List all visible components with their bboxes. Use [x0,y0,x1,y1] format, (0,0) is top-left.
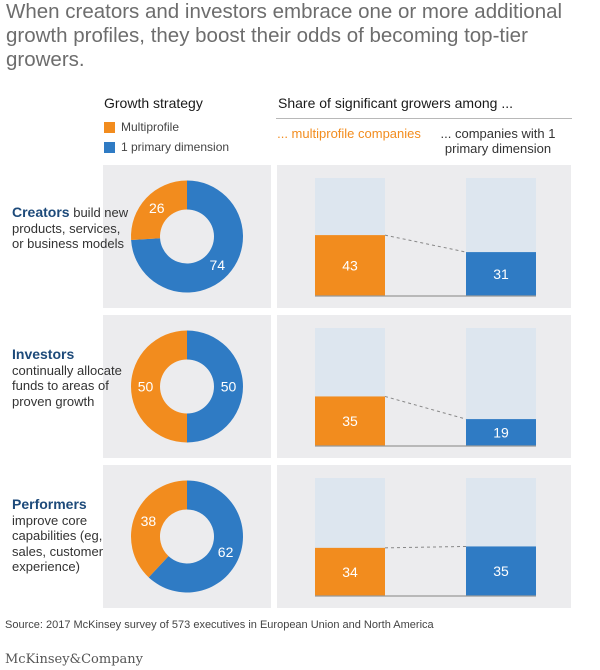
row-name-performers: Performers [12,496,87,512]
donut-slice-primary-investors [187,330,243,443]
bar-primary-performers [466,546,536,596]
bar-label-multiprofile-creators: 43 [342,258,358,274]
donut-slice-primary-creators [131,180,244,293]
row-desc-investors: continually allocate funds to areas of p… [12,362,122,409]
column-label-primary: ... companies with 1 primary dimension [440,126,556,156]
donut-slice-multiprofile-performers [131,480,187,578]
growth-strategy-header: Growth strategy [104,95,203,111]
chart-title: When creators and investors embrace one … [6,0,563,71]
legend-multiprofile: Multiprofile [104,120,179,134]
bar-label-multiprofile-investors: 35 [342,413,358,429]
source-note: Source: 2017 McKinsey survey of 573 exec… [5,619,434,631]
donut-label-primary-investors: 50 [221,379,237,395]
bar-connector-performers [384,545,467,549]
bar-label-multiprofile-performers: 34 [342,564,358,580]
row-desc-performers: improve core capabilities (eg, sales, cu… [12,512,104,575]
donut-label-primary-creators: 74 [209,257,225,273]
row-label-investors: Investors continually allocate funds to … [12,346,132,409]
donut-slice-primary-performers [148,480,244,593]
bar-label-primary-investors: 19 [493,425,509,441]
donut-slice-multiprofile-investors [131,330,187,443]
row-label-creators: Creators build new products, services, o… [12,204,132,252]
donut-slice-multiprofile-creators [131,180,187,241]
bar-connector-investors [384,395,467,420]
legend-label-multiprofile: Multiprofile [121,120,180,134]
donut-label-multiprofile-investors: 50 [138,379,154,395]
brand-logo: McKinsey&Company [5,652,144,667]
bar-label-primary-creators: 31 [493,266,509,282]
row-name-investors: Investors [12,346,75,362]
bar-multiprofile-performers [315,547,385,596]
row-desc-creators: build new products, services, or busines… [12,205,129,251]
column-label-multiprofile: ... multiprofile companies [277,126,421,141]
legend-primary: 1 primary dimension [104,140,229,154]
row-name-creators: Creators [12,204,70,220]
row-label-performers: Performers improve core capabilities (eg… [12,496,132,575]
bar-label-primary-performers: 35 [493,563,509,579]
bar-connector-creators [384,234,467,253]
bar-multiprofile-creators [315,235,385,296]
donut-label-multiprofile-creators: 26 [149,200,165,216]
donut-label-primary-performers: 62 [218,544,234,560]
legend-swatch-multiprofile [104,121,115,133]
bar-primary-creators [466,252,536,296]
header-rule [276,118,572,119]
legend-label-primary: 1 primary dimension [121,140,230,154]
legend-swatch-primary [104,141,115,153]
bar-primary-investors [466,419,536,446]
bar-multiprofile-investors [315,396,385,446]
donut-label-multiprofile-performers: 38 [141,513,157,529]
share-header: Share of significant growers among ... [278,95,514,111]
